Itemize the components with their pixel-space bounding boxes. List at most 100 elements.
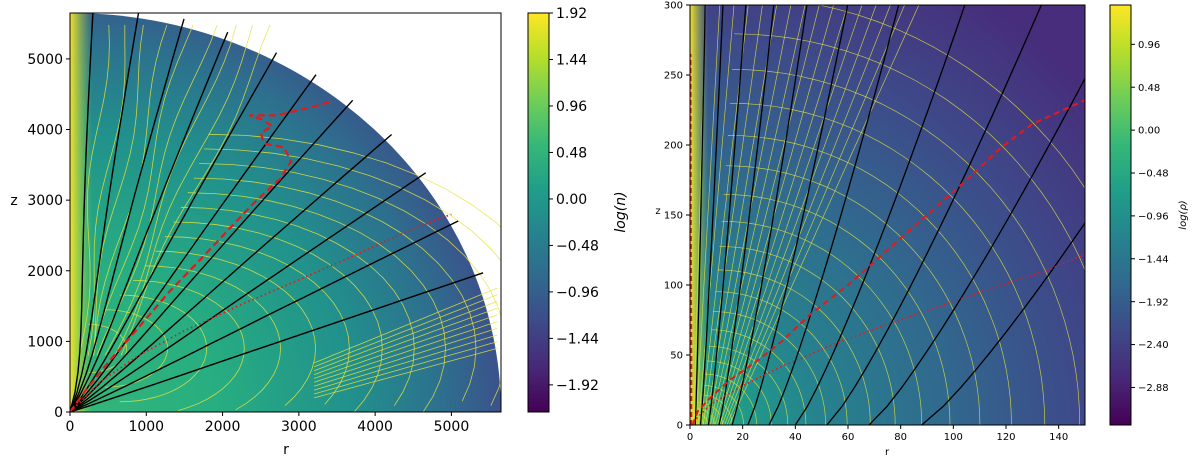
colorbar-tick-label: −0.48 [556,238,599,254]
colorbar-tick-label: −0.48 [1138,169,1169,180]
colorbar-tick-label: −1.44 [556,331,599,347]
colorbar-tick-label: −1.44 [1138,254,1169,265]
x-tick-label: 4000 [357,419,393,435]
left-colorbar-bar [527,12,550,413]
y-tick-label: 5000 [27,52,63,68]
field-line [707,5,747,425]
density-contour [725,165,981,425]
left-field-lines [70,13,484,412]
density-contour [729,102,1046,425]
field-line [694,5,706,425]
density-contour [199,163,501,406]
x-tick-label: 1000 [128,419,164,435]
right-red-axis-curve [690,53,693,425]
field-line [70,220,459,412]
left-colorbar-label: log(n) [613,191,629,232]
axis-contour [707,5,792,425]
left-x-axis: 0 1000 2000 3000 4000 5000 [66,412,470,435]
density-contour [708,345,789,425]
left-polar-jet [70,13,92,412]
x-tick-label: 60 [842,432,855,443]
density-contour [711,329,807,425]
y-tick-label: 150 [664,211,683,222]
field-line [718,5,775,425]
jet-contour [78,24,110,356]
x-tick-label: 3000 [281,419,317,435]
axis-contour [724,5,891,425]
right-x-axis-label: r [885,447,890,456]
x-tick-label: 0 [66,419,75,435]
density-contour [719,246,896,425]
field-line [70,133,393,412]
left-colorbar-ticks: 1.92 1.44 0.96 0.48 0.00 −0.48 −0.96 −1.44 −1.92 [549,6,599,394]
disk-contour [313,327,498,387]
colorbar-tick-label: 0.96 [556,99,587,115]
field-line [70,31,229,412]
disk-contour [313,294,498,368]
density-contour [727,135,1012,425]
density-contour [817,5,1085,189]
density-contour [713,311,827,425]
disk-contour [313,287,498,364]
right-y-axis-label: z [655,206,660,217]
right-density-contours [692,5,1085,425]
x-tick-label: 40 [789,432,802,443]
x-tick-label: 140 [1049,432,1068,443]
x-tick-label: 80 [894,432,907,443]
y-tick-label: 200 [664,141,683,152]
density-contour [732,69,1081,425]
density-contour [734,33,1085,271]
y-tick-label: 0 [54,405,63,421]
field-line [921,221,1085,425]
x-tick-label: 0 [687,432,693,443]
x-tick-label: 5000 [434,419,470,435]
disk-contour [313,348,498,399]
right-colorbar-ticks: 0.96 0.48 0.00 −0.48 −0.96 −1.44 −1.92 −2.40 −2.… [1131,40,1169,394]
colorbar-tick-label: 0.48 [1138,83,1160,94]
density-contour [119,294,208,403]
colorbar-tick-label: 0.00 [1138,126,1160,137]
axis-contour [728,5,920,425]
right-y-axis: 0 50 100 150 200 250 300 [664,1,690,432]
density-contour [180,206,415,407]
right-x-axis: 0 20 40 60 80 100 120 140 [687,425,1068,443]
colorbar-tick-label: −0.96 [556,285,599,301]
left-colorbar: 1.92 1.44 0.96 0.48 0.00 −0.48 −0.96 −1.44 −1.92… [527,6,629,413]
colorbar-tick-label: 1.92 [556,6,587,22]
jet-contour [92,24,144,356]
colorbar-tick-label: −2.40 [1138,340,1169,351]
x-tick-label: 20 [736,432,749,443]
left-plot-panel: 0 1000 2000 3000 4000 5000 0 1000 2000 3000 4000 5… [10,12,502,456]
jet-contour [104,24,237,356]
colorbar-tick-label: −2.88 [1138,383,1169,394]
jet-contour [96,24,218,356]
y-tick-label: 250 [664,71,683,82]
density-contour [88,323,128,373]
colorbar-tick-label: 0.48 [556,145,587,161]
disk-contour [313,334,498,391]
disk-contour [313,301,498,372]
disk-contour [313,307,498,375]
right-colorbar-bar [1109,4,1132,426]
field-line [70,74,317,412]
jet-contour [93,24,194,356]
jet-contour [120,24,271,356]
axis-contour [719,5,863,425]
field-line [731,5,808,425]
left-y-axis-label: z [10,193,17,209]
left-red-dashed-curve [70,100,334,412]
field-line [70,99,354,412]
colorbar-tick-label: −1.92 [556,378,599,394]
axis-contour [726,5,906,425]
colorbar-tick-label: −0.96 [1138,211,1169,222]
colorbar-tick-label: −1.92 [1138,297,1169,308]
left-density-contours [78,24,501,412]
field-line [70,272,484,412]
field-line [826,5,1043,425]
colorbar-tick-label: 0.00 [556,192,587,208]
y-tick-label: 4000 [27,123,63,139]
y-tick-label: 3000 [27,193,63,209]
density-contour [193,177,477,402]
density-contour [715,291,848,425]
left-plot-frame [69,12,502,413]
